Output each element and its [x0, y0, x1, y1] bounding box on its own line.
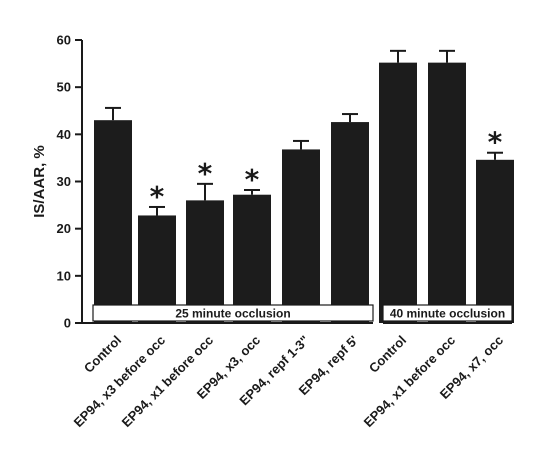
y-tick-label: 10 [57, 268, 71, 283]
y-axis-title: IS/AAR, % [31, 145, 48, 218]
significance-marker: * [245, 163, 260, 196]
category-label: Control [366, 333, 409, 376]
bar [476, 159, 514, 323]
group-label-box [382, 304, 513, 322]
bar [331, 122, 369, 323]
significance-marker: * [150, 180, 165, 213]
bar [233, 194, 271, 323]
group-label: 40 minute occlusion [390, 307, 505, 321]
bar [428, 62, 466, 323]
significance-marker: * [488, 126, 503, 159]
y-tick-label: 0 [64, 316, 71, 331]
y-tick-label: 40 [57, 127, 71, 142]
y-tick-label: 50 [57, 80, 71, 95]
category-label: Control [81, 333, 124, 376]
bar [186, 200, 224, 323]
category-label: EP94, x1 before occ [361, 333, 458, 430]
y-tick-label: 30 [57, 174, 71, 189]
category-label: EP94, x1 before occ [119, 333, 216, 430]
group-label-box [92, 304, 374, 322]
y-tick-label: 20 [57, 221, 71, 236]
y-tick-label: 60 [57, 33, 71, 48]
bar [94, 120, 132, 323]
bar [379, 62, 417, 323]
significance-marker: * [198, 157, 213, 190]
group-label: 25 minute occlusion [175, 307, 290, 321]
bar [282, 149, 320, 323]
